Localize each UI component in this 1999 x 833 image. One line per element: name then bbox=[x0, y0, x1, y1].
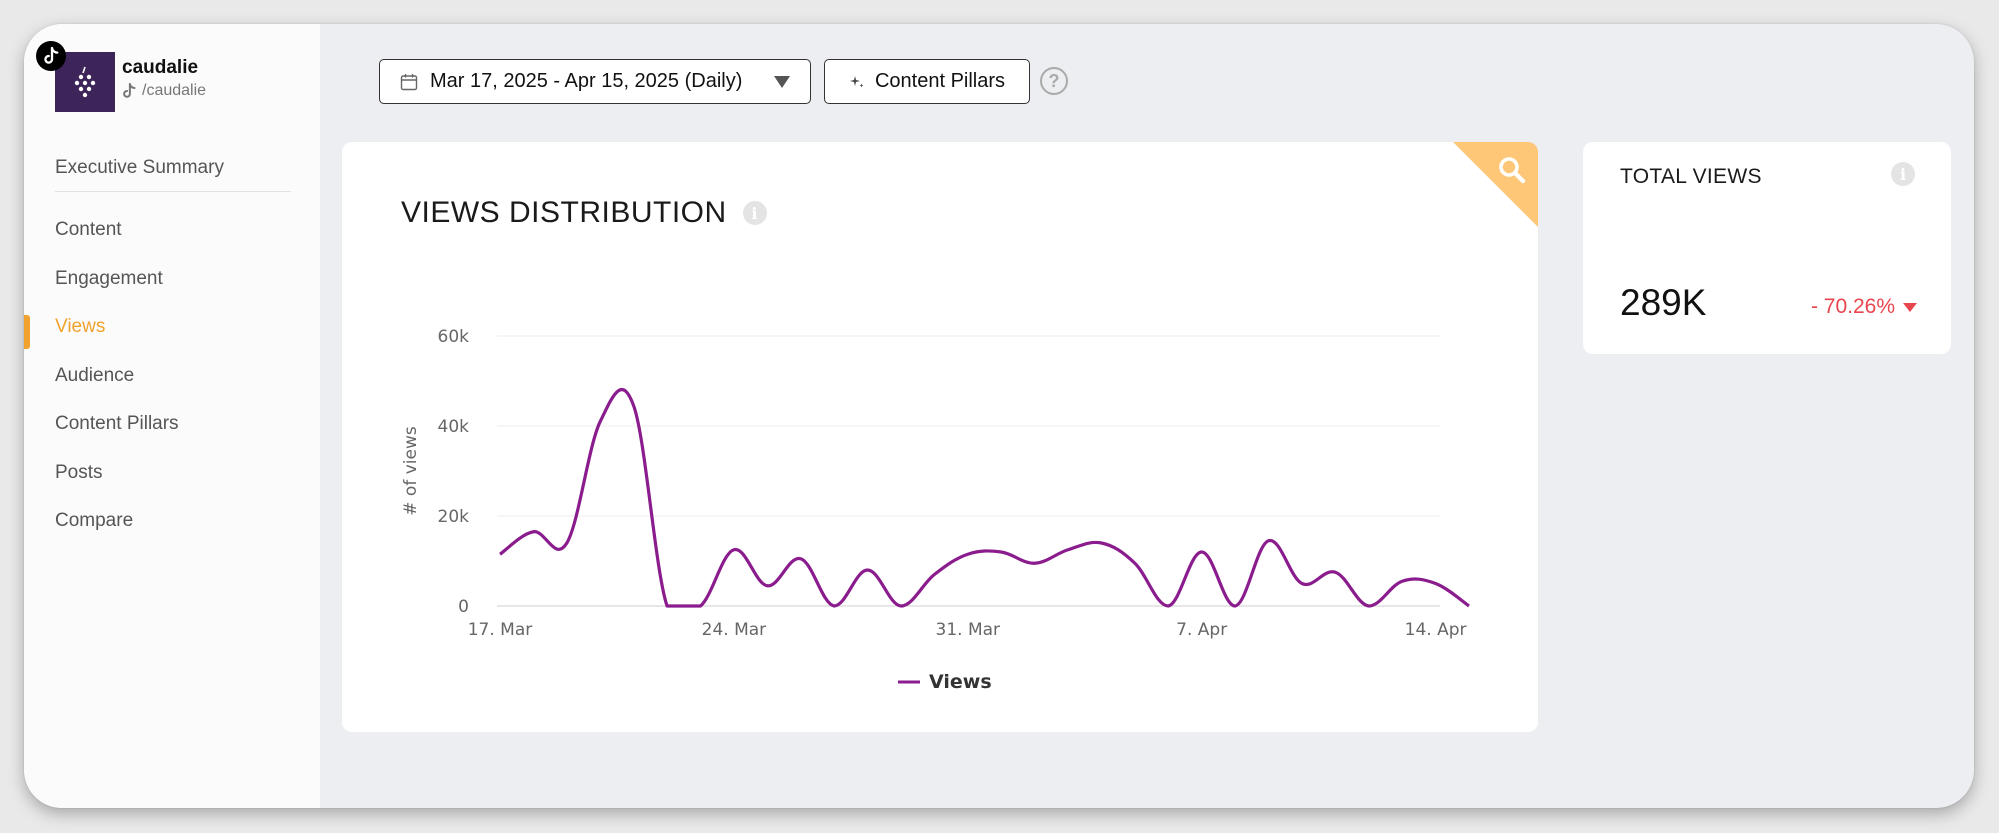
sidebar: caudalie /caudalie Executive Summary Con… bbox=[24, 24, 320, 808]
nav-views[interactable]: Views bbox=[24, 303, 291, 352]
tiktok-small-icon bbox=[123, 83, 136, 98]
total-views-info-icon[interactable]: i bbox=[1891, 162, 1915, 186]
total-views-title: TOTAL VIEWS bbox=[1620, 165, 1762, 188]
nav-content-pillars[interactable]: Content Pillars bbox=[55, 413, 179, 435]
nav-engagement[interactable]: Engagement bbox=[55, 267, 163, 289]
nav-audience[interactable]: Audience bbox=[55, 364, 135, 386]
account-handle-text: /caudalie bbox=[142, 82, 207, 99]
search-icon[interactable] bbox=[1496, 154, 1528, 186]
corner-flag bbox=[1453, 142, 1538, 227]
x-tick-label: 31. Mar bbox=[936, 620, 1001, 640]
content-pillars-label: Content Pillars bbox=[874, 70, 1006, 92]
account-avatar[interactable] bbox=[55, 52, 115, 112]
date-range-picker[interactable]: Mar 17, 2025 - Apr 15, 2025 (Daily) bbox=[379, 59, 811, 104]
nav-executive-summary[interactable]: Executive Summary bbox=[55, 157, 224, 178]
app-window: caudalie /caudalie Executive Summary Con… bbox=[24, 24, 1974, 808]
total-views-change: - 70.26% bbox=[1811, 295, 1917, 319]
account-handle: /caudalie bbox=[122, 82, 206, 100]
total-views-change-text: - 70.26% bbox=[1810, 295, 1895, 318]
y-tick-label: 20k bbox=[438, 507, 470, 527]
total-views-value: 289K bbox=[1620, 282, 1707, 323]
caret-down-icon bbox=[1903, 302, 1917, 312]
views-distribution-card: VIEWS DISTRIBUTION i 0 20k 40k 60k 17. Mar 24… bbox=[342, 142, 1538, 732]
info-icon[interactable]: i bbox=[742, 201, 767, 225]
x-tick-label: 17. Mar bbox=[468, 620, 533, 640]
y-tick-label: 40k bbox=[438, 417, 470, 437]
views-distribution-title: VIEWS DISTRIBUTION i bbox=[401, 196, 767, 230]
nav-content[interactable]: Content bbox=[55, 219, 122, 241]
views-distribution-title-text: VIEWS DISTRIBUTION bbox=[401, 196, 727, 229]
content-pillars-button[interactable]: Content Pillars bbox=[824, 59, 1030, 104]
nav-divider bbox=[55, 191, 291, 192]
nav-posts[interactable]: Posts bbox=[55, 461, 103, 483]
total-views-card: TOTAL VIEWS i 289K - 70.26% bbox=[1583, 142, 1951, 354]
chevron-down-icon bbox=[774, 76, 790, 88]
nav-compare[interactable]: Compare bbox=[55, 510, 134, 532]
sparkle-icon bbox=[849, 75, 864, 87]
help-icon[interactable]: ? bbox=[1040, 67, 1068, 95]
legend-label-views: Views bbox=[929, 671, 992, 693]
grape-logo-icon bbox=[74, 66, 96, 98]
x-tick-label: 14. Apr bbox=[1405, 620, 1467, 640]
x-tick-label: 7. Apr bbox=[1176, 620, 1227, 640]
views-line-chart: 0 20k 40k 60k 17. Mar 24. Mar 31. Mar 7. Apr 14.… bbox=[401, 327, 1470, 693]
y-tick-label: 60k bbox=[438, 327, 470, 347]
sidebar-nav: Executive Summary Content Engagement Vie… bbox=[24, 154, 291, 546]
y-axis-title: # of views bbox=[401, 426, 421, 516]
x-tick-label: 24. Mar bbox=[702, 620, 767, 640]
series-line-views bbox=[499, 388, 1470, 608]
tiktok-icon bbox=[36, 41, 66, 71]
account-name: caudalie bbox=[122, 57, 199, 78]
y-tick-label: 0 bbox=[458, 597, 469, 617]
date-range-label: Mar 17, 2025 - Apr 15, 2025 (Daily) bbox=[430, 70, 743, 92]
calendar-icon bbox=[400, 73, 418, 90]
